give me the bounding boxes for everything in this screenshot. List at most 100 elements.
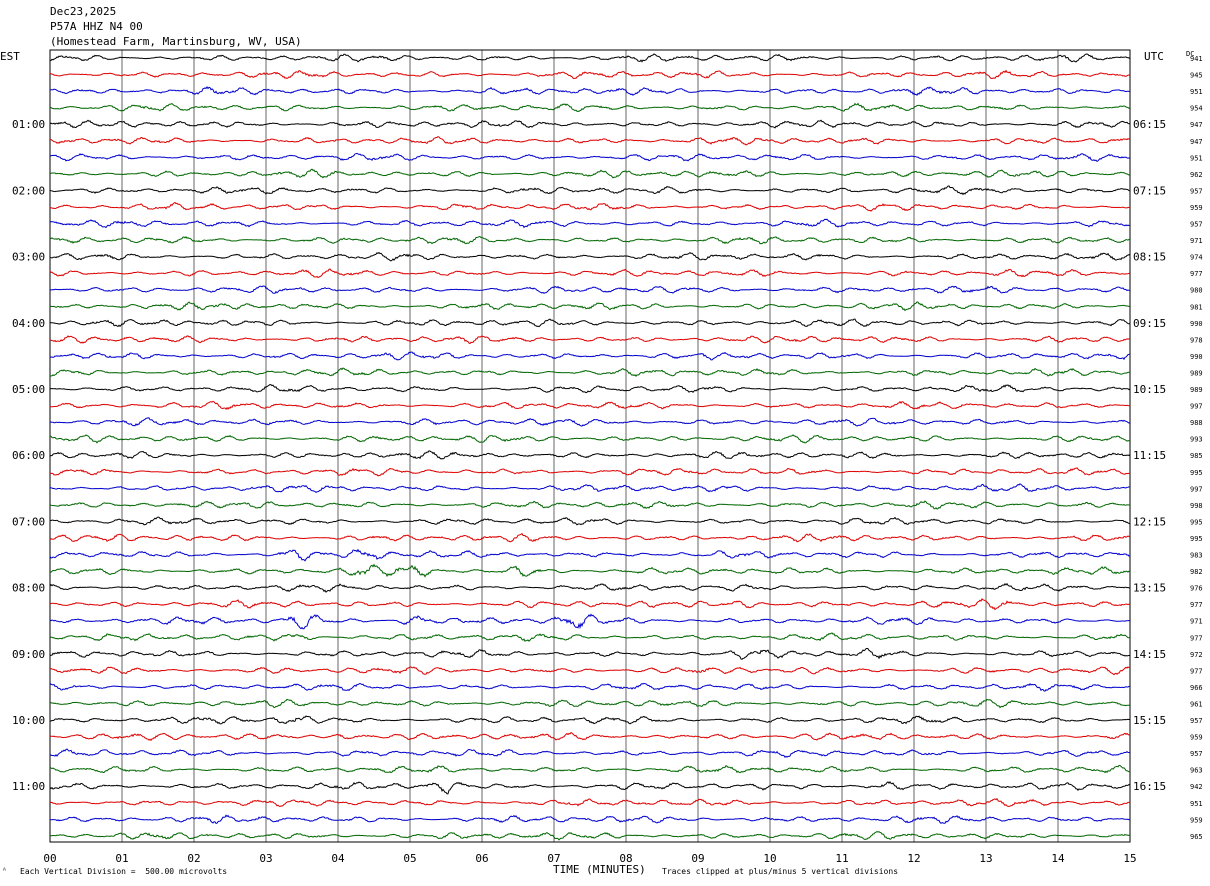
- dc-offset-label: 977: [1190, 270, 1203, 278]
- utc-hour-label: 15:15: [1133, 714, 1166, 727]
- dc-offset-label: 945: [1190, 72, 1203, 80]
- dc-offset-label: 988: [1190, 419, 1203, 427]
- est-hour-label: 06:00: [12, 449, 45, 462]
- utc-axis-label: UTC: [1144, 50, 1164, 63]
- date-label: Dec23,2025: [50, 5, 117, 18]
- utc-hour-label: 14:15: [1133, 648, 1166, 661]
- trace-row: [49, 582, 1131, 593]
- trace-row: [49, 53, 1131, 63]
- trace-row: [49, 235, 1131, 245]
- x-tick-label: 15: [1123, 852, 1136, 865]
- est-hour-label: 01:00: [12, 118, 45, 131]
- dc-offset-label: 966: [1190, 684, 1203, 692]
- seismic-traces: [49, 53, 1131, 841]
- trace-row: [49, 136, 1131, 146]
- utc-hour-label: 06:15: [1133, 118, 1166, 131]
- plot-frame: [49, 49, 1131, 843]
- dc-offset-label: 957: [1190, 717, 1203, 725]
- dc-offset-label: 957: [1190, 221, 1203, 229]
- dc-offset-label: 947: [1190, 138, 1203, 146]
- corner-mark: ᴬ: [2, 866, 7, 875]
- dc-offset-label: 947: [1190, 121, 1203, 129]
- dc-offset-label: 941: [1190, 55, 1203, 63]
- trace-row: [49, 168, 1131, 179]
- x-axis-title: TIME (MINUTES): [553, 863, 646, 876]
- dc-offset-label: 963: [1190, 767, 1203, 775]
- trace-row: [49, 764, 1131, 774]
- trace-row: [49, 201, 1131, 212]
- trace-row: [49, 400, 1130, 410]
- dc-offset-label: 983: [1190, 552, 1203, 560]
- dc-offset-label: 959: [1190, 204, 1203, 212]
- x-tick-label: 08: [619, 852, 632, 865]
- utc-hour-label: 08:15: [1133, 251, 1166, 264]
- scale-note: Each Vertical Division = 500.00 microvol…: [20, 867, 228, 876]
- utc-hour-label: 11:15: [1133, 449, 1166, 462]
- trace-row: [50, 731, 1131, 742]
- utc-hour-label: 12:15: [1133, 515, 1166, 528]
- trace-row: [49, 666, 1131, 676]
- dc-column-label: DC: [1186, 50, 1194, 58]
- trace-row: [49, 797, 1131, 808]
- dc-offset-label: 997: [1190, 403, 1203, 411]
- trace-row: [49, 500, 1130, 510]
- dc-offset-label: 982: [1190, 568, 1203, 576]
- est-hour-label: 04:00: [12, 317, 45, 330]
- trace-row: [49, 781, 1131, 795]
- trace-row: [49, 715, 1131, 725]
- dc-offset-label: 997: [1190, 485, 1203, 493]
- dc-offset-label: 993: [1190, 436, 1203, 444]
- axis-labels: 00 01 02 03 04 05 06 07 08 09 10 11 12 13 14 15 941 945 95…: [12, 55, 1203, 865]
- plot-header: Dec23,2025 P57A HHZ N4 00 (Homestead Far…: [50, 4, 302, 49]
- dc-offset-label: 995: [1190, 469, 1203, 477]
- est-hour-label: 09:00: [12, 648, 45, 661]
- utc-hour-label: 13:15: [1133, 582, 1166, 595]
- trace-row: [49, 351, 1131, 361]
- dc-offset-label: 977: [1190, 634, 1203, 642]
- dc-offset-label: 990: [1190, 320, 1203, 328]
- trace-row: [49, 548, 1131, 562]
- trace-row: [49, 152, 1131, 163]
- trace-row: [49, 85, 1131, 96]
- x-tick-label: 14: [1051, 852, 1065, 865]
- trace-row: [49, 483, 1130, 494]
- trace-row: [49, 251, 1131, 262]
- dc-offset-label: 961: [1190, 700, 1203, 708]
- dc-offset-label: 954: [1190, 105, 1203, 113]
- trace-row: [49, 682, 1131, 692]
- dc-offset-label: 989: [1190, 386, 1203, 394]
- dc-offset-label: 959: [1190, 816, 1203, 824]
- trace-row: [49, 831, 1131, 841]
- x-tick-label: 09: [691, 852, 704, 865]
- x-tick-label: 03: [259, 852, 272, 865]
- utc-hour-label: 10:15: [1133, 383, 1166, 396]
- trace-row: [49, 69, 1131, 80]
- trace-row: [49, 335, 1131, 345]
- clip-note: Traces clipped at plus/minus 5 vertical …: [662, 867, 899, 876]
- dc-offset-label: 972: [1190, 651, 1203, 659]
- trace-row: [49, 119, 1131, 129]
- trace-row: [49, 450, 1131, 460]
- est-hour-label: 08:00: [12, 582, 45, 595]
- trace-row: [49, 417, 1131, 427]
- dc-offset-label: 951: [1190, 154, 1203, 162]
- dc-offset-label: 985: [1190, 452, 1203, 460]
- dc-offset-label: 971: [1190, 237, 1203, 245]
- x-tick-label: 00: [43, 852, 56, 865]
- utc-hour-label: 16:15: [1133, 780, 1166, 793]
- est-hour-label: 11:00: [12, 780, 45, 793]
- trace-row: [49, 698, 1131, 709]
- x-tick-label: 13: [979, 852, 992, 865]
- dc-offset-label: 995: [1190, 518, 1203, 526]
- x-tick-label: 05: [403, 852, 416, 865]
- dc-offset-label: 980: [1190, 287, 1203, 295]
- dc-offset-label: 977: [1190, 667, 1203, 675]
- trace-row: [49, 467, 1131, 477]
- trace-row: [50, 367, 1131, 378]
- trace-row: [49, 613, 1131, 630]
- dc-offset-label: 974: [1190, 254, 1203, 262]
- trace-row: [49, 185, 1131, 196]
- trace-row: [49, 434, 1131, 444]
- trace-row: [49, 647, 1130, 660]
